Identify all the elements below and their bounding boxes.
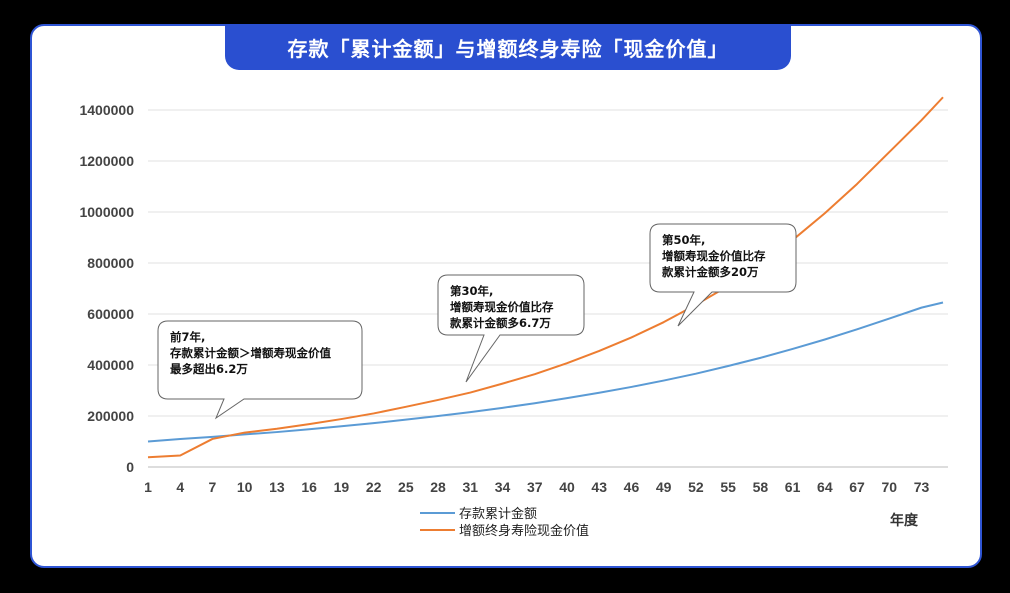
series-line-0 [147,301,944,443]
x-tick-64: 64 [817,479,833,495]
y-tick-1400000: 1400000 [79,102,134,118]
series-lines [147,96,944,459]
callout-2-line-2: 增额寿现金价值比存 [450,300,554,314]
x-tick-1: 1 [144,479,152,495]
x-tick-37: 37 [527,479,543,495]
x-tick-70: 70 [881,479,897,495]
x-tick-49: 49 [656,479,672,495]
x-tick-55: 55 [720,479,736,495]
callout-1-line-3: 最多超出6.2万 [170,362,248,376]
callout-2-line-1: 第30年, [450,284,493,298]
x-tick-7: 7 [209,479,217,495]
x-tick-25: 25 [398,479,414,495]
legend-label-deposit: 存款累计金额 [459,506,537,522]
callout-3-line-2: 增额寿现金价值比存 [662,249,766,263]
chart-title: 存款「累计金额」与增额终身寿险「现金价值」 [225,24,791,70]
y-tick-200000: 200000 [87,408,134,424]
x-tick-61: 61 [785,479,801,495]
legend: 存款累计金额 增额终身寿险现金价值 [420,506,589,539]
callout-3-line-1: 第50年, [662,233,705,247]
y-axis-ticks: 0 200000 400000 600000 800000 1000000 1200000 1… [79,102,134,475]
x-tick-52: 52 [688,479,704,495]
y-tick-600000: 600000 [87,306,134,322]
x-tick-22: 22 [366,479,382,495]
y-tick-800000: 800000 [87,255,134,271]
x-tick-16: 16 [301,479,317,495]
x-tick-13: 13 [269,479,285,495]
x-tick-73: 73 [914,479,930,495]
legend-label-insurance: 增额终身寿险现金价值 [459,523,589,539]
x-tick-43: 43 [591,479,607,495]
callout-1-line-2: 存款累计金额＞增额寿现金价值 [170,346,331,360]
x-tick-40: 40 [559,479,575,495]
x-tick-31: 31 [463,479,479,495]
callout-3-line-3: 款累计金额多20万 [662,265,759,279]
x-tick-19: 19 [334,479,350,495]
callout-2-line-3: 款累计金额多6.7万 [450,316,551,330]
x-tick-34: 34 [495,479,511,495]
x-tick-28: 28 [430,479,446,495]
series-line-1 [147,96,944,459]
x-tick-67: 67 [849,479,865,495]
x-axis-ticks: 1 4 7 10 13 16 19 22 25 28 31 34 37 40 43 46 49 52 55 58 61 6… [144,479,929,495]
y-tick-1200000: 1200000 [79,153,134,169]
x-axis-label: 年度 [890,512,919,529]
callout-1: 前7年, 存款累计金额＞增额寿现金价值 最多超出6.2万 [157,320,363,420]
x-tick-10: 10 [237,479,253,495]
y-tick-400000: 400000 [87,357,134,373]
callout-3: 第50年, 增额寿现金价值比存 款累计金额多20万 [649,223,797,327]
callout-1-line-1: 前7年, [170,330,205,344]
x-tick-4: 4 [176,479,184,495]
x-tick-58: 58 [753,479,769,495]
y-tick-1000000: 1000000 [79,204,134,220]
y-tick-0: 0 [126,459,134,475]
x-tick-46: 46 [624,479,640,495]
callout-2: 第30年, 增额寿现金价值比存 款累计金额多6.7万 [437,274,585,383]
